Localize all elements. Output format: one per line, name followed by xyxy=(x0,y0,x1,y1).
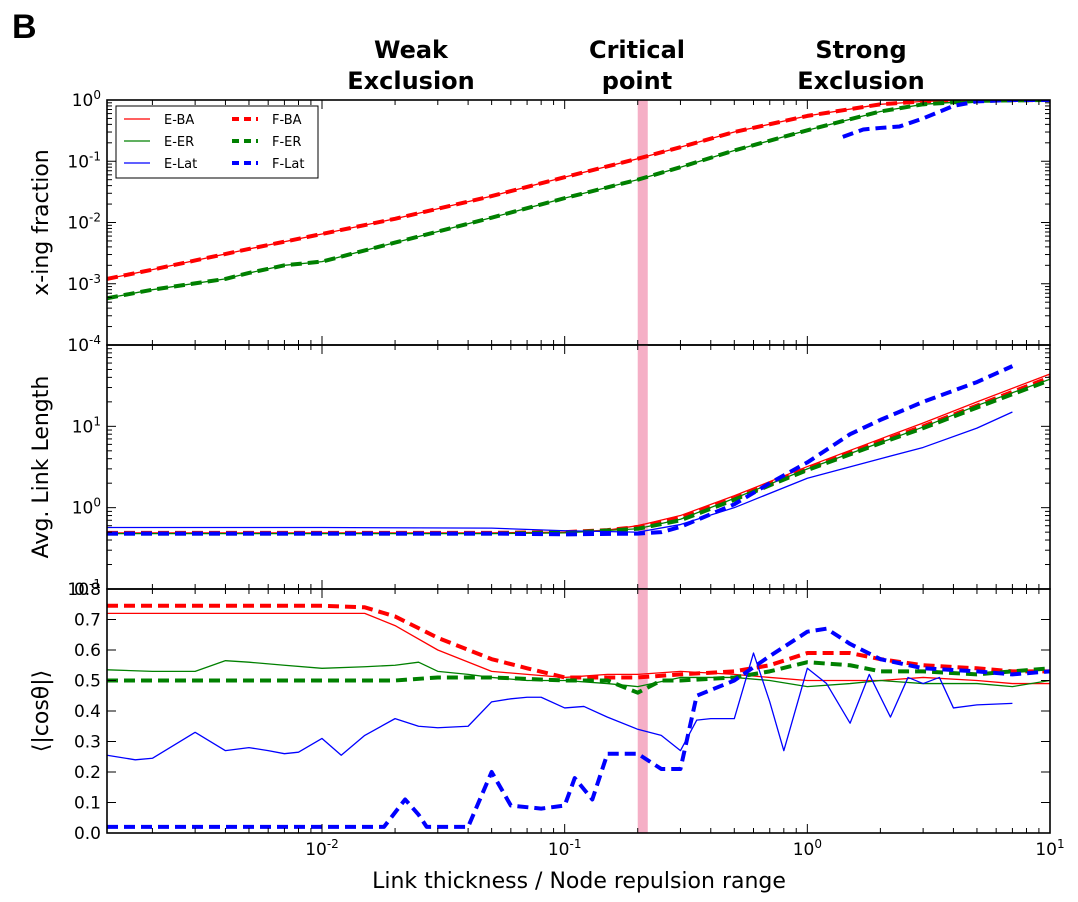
y-tick-label: 0.7 xyxy=(74,611,101,631)
x-tick-label: 101 xyxy=(1035,837,1064,860)
legend: E-BA F-BA E-ER F-ER E-Lat F-Lat xyxy=(115,105,319,179)
region-label-weak-line2: Exclusion xyxy=(347,67,475,95)
region-label-critical: Critical point xyxy=(589,36,685,95)
panel-avg-link-length: 10-1 100 101 Avg. Link Length xyxy=(29,344,1051,600)
critical-point-band xyxy=(637,100,648,345)
series-group xyxy=(107,603,1050,829)
legend-box xyxy=(115,105,319,179)
y-axis-title: x-ing fraction xyxy=(29,149,54,295)
y-tick-label: 0.0 xyxy=(74,824,101,844)
region-label-critical-line2: point xyxy=(602,67,672,95)
series-e-er-line xyxy=(107,660,1050,688)
y-tick-label: 0.6 xyxy=(74,641,101,661)
legend-label: E-BA xyxy=(164,113,194,128)
y-tick-label: 0.1 xyxy=(74,794,101,814)
legend-label: F-Lat xyxy=(272,157,304,172)
critical-point-band xyxy=(637,345,648,589)
y-tick-label: 0.8 xyxy=(74,580,101,600)
panel-cos-theta: 10-2 10-1 100 1010.00.10.20.30.40.50.60.70.… xyxy=(29,580,1065,860)
region-label-weak: Weak Exclusion xyxy=(347,36,475,95)
y-tick-label: 0.3 xyxy=(74,733,101,753)
series-f-lat-line xyxy=(107,364,1014,537)
series-f-er-line xyxy=(107,660,1050,695)
legend-label: E-Lat xyxy=(164,157,197,172)
y-tick-label: 101 xyxy=(72,414,101,437)
y-tick-label: 10-2 xyxy=(67,211,101,234)
series-f-er-line xyxy=(107,378,1050,536)
series-e-er-line xyxy=(107,378,1050,535)
y-axis-ticks: 10-4 10-3 10-2 10-1 100 xyxy=(67,88,1050,356)
critical-point-band xyxy=(637,589,648,833)
region-label-weak-line1: Weak xyxy=(374,36,449,64)
y-axis-ticks: 0.0 0.1 0.2 0.3 0.4 0.5 0.6 0.7 0.8 xyxy=(74,580,1050,844)
x-axis-ticks xyxy=(151,345,1051,589)
y-tick-label: 10-4 xyxy=(67,333,101,356)
y-tick-label: 100 xyxy=(72,88,101,111)
x-tick-label: 100 xyxy=(793,837,822,860)
series-e-lat-line xyxy=(107,652,1013,761)
x-tick-label: 10-2 xyxy=(305,837,339,860)
y-tick-label: 10-1 xyxy=(67,149,101,172)
legend-label: E-ER xyxy=(164,135,194,150)
plot-frame xyxy=(106,344,1051,590)
x-axis-title: Link thickness / Node repulsion range xyxy=(372,869,786,894)
series-e-ba-line xyxy=(107,100,1050,280)
panel-xing-fraction: 10-4 10-3 10-2 10-1 100 x-ing fraction E-BA F-B… xyxy=(29,88,1051,356)
region-label-critical-line1: Critical xyxy=(589,36,685,64)
region-label-strong-line1: Strong xyxy=(815,36,906,64)
region-label-strong-line2: Exclusion xyxy=(797,67,925,95)
series-f-ba-line xyxy=(107,603,1050,680)
region-label-strong: Strong Exclusion xyxy=(797,36,925,95)
legend-label: F-ER xyxy=(272,135,301,150)
y-axis-title: Avg. Link Length xyxy=(29,376,54,559)
series-e-ba-line xyxy=(107,373,1050,534)
legend-label: F-BA xyxy=(272,113,302,128)
series-f-ba-line xyxy=(107,375,1050,535)
y-tick-label: 0.4 xyxy=(74,702,101,722)
y-tick-label: 0.5 xyxy=(74,672,101,692)
y-tick-label: 0.2 xyxy=(74,763,101,783)
x-axis-ticks xyxy=(151,100,1051,345)
plot-frame xyxy=(106,588,1051,834)
series-f-er-line xyxy=(107,100,1050,301)
y-axis-title: ⟨|cosθ|⟩ xyxy=(29,670,54,752)
series-f-lat-line xyxy=(107,626,1050,829)
x-tick-label: 10-1 xyxy=(548,837,582,860)
series-e-lat-line xyxy=(107,411,1013,533)
y-tick-label: 100 xyxy=(72,496,101,519)
y-tick-label: 10-1 xyxy=(67,577,101,600)
panel-letter: B xyxy=(12,8,37,46)
series-group xyxy=(107,364,1050,537)
y-axis-ticks: 10-1 100 101 xyxy=(67,344,1050,600)
x-axis-ticks: 10-2 10-1 100 101 xyxy=(151,589,1065,860)
y-tick-label: 10-3 xyxy=(67,272,101,295)
